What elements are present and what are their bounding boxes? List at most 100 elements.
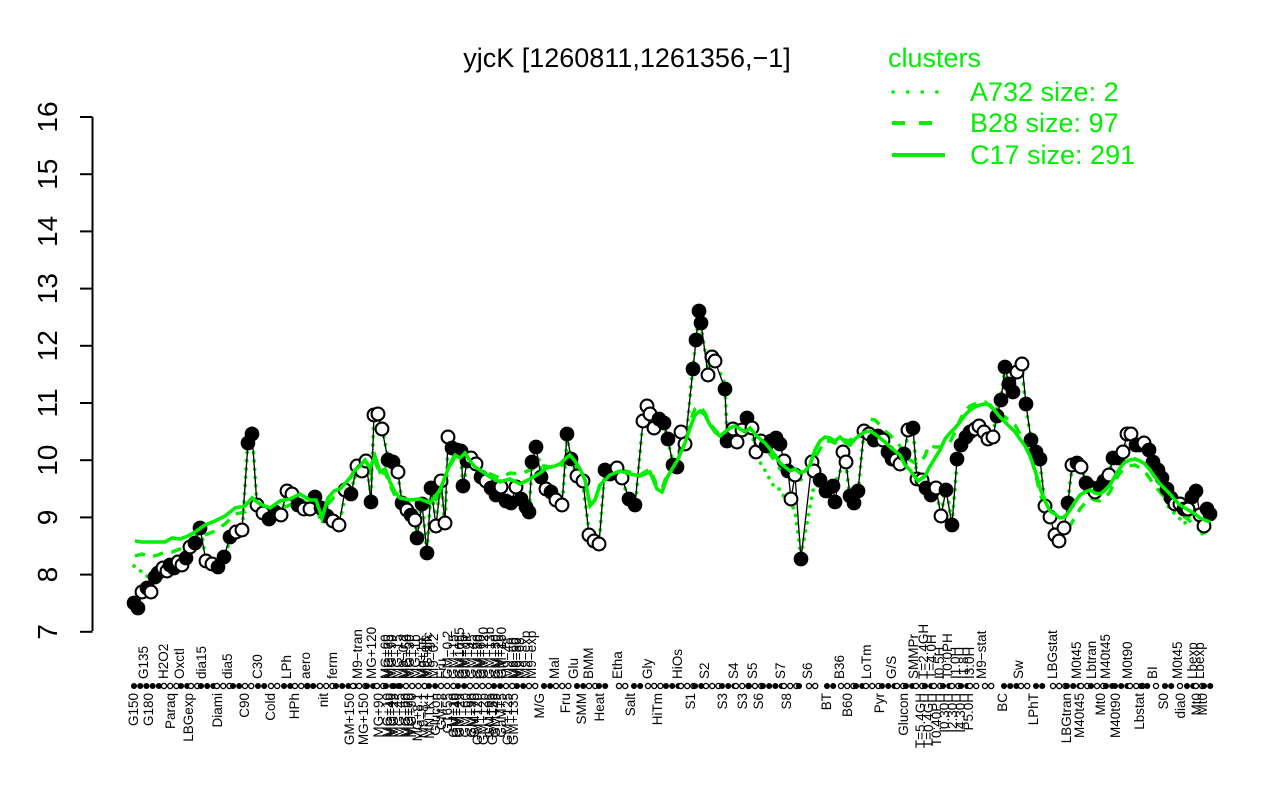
svg-text:MG+40: MG+40 xyxy=(383,693,398,738)
svg-text:BI: BI xyxy=(1145,666,1160,679)
svg-text:Fru: Fru xyxy=(434,659,449,679)
svg-text:B28 size: 97: B28 size: 97 xyxy=(970,108,1119,138)
svg-text:HPh: HPh xyxy=(287,693,302,719)
svg-text:LBGexp: LBGexp xyxy=(181,693,196,742)
svg-text:MG+150: MG+150 xyxy=(356,693,371,745)
svg-text:Lbexp: Lbexp xyxy=(1192,642,1207,679)
svg-text:Etha: Etha xyxy=(610,651,625,679)
svg-text:G1655: G1655 xyxy=(440,693,455,734)
svg-text:B36: B36 xyxy=(832,655,847,679)
svg-text:M9−60: M9−60 xyxy=(506,637,521,679)
svg-text:M9+glc: M9+glc xyxy=(417,635,432,679)
svg-text:G150: G150 xyxy=(126,693,141,726)
svg-text:GM+25: GM+25 xyxy=(452,693,467,738)
svg-text:GM+25: GM+25 xyxy=(491,634,506,679)
svg-text:M9−48: M9−48 xyxy=(500,637,515,679)
svg-text:Mt0: Mt0 xyxy=(1093,693,1108,716)
svg-text:GM+13b: GM+13b xyxy=(482,627,497,679)
svg-text:MG+15: MG+15 xyxy=(390,634,405,679)
svg-text:I0.5H: I0.5H xyxy=(932,647,947,679)
svg-text:GM+90: GM+90 xyxy=(470,634,485,679)
svg-text:nit: nit xyxy=(316,693,331,708)
svg-text:M9−stat: M9−stat xyxy=(974,630,989,679)
svg-text:Mt0: Mt0 xyxy=(1189,693,1204,716)
svg-text:7: 7 xyxy=(32,624,63,640)
svg-text:LPh: LPh xyxy=(279,655,294,679)
svg-text:GM+60: GM+60 xyxy=(458,693,473,738)
svg-text:S7: S7 xyxy=(773,662,788,679)
svg-text:clusters: clusters xyxy=(888,43,981,73)
svg-text:MG+10: MG+10 xyxy=(380,693,395,738)
svg-text:M9−68: M9−68 xyxy=(512,637,527,679)
svg-text:16: 16 xyxy=(32,101,63,132)
svg-text:MG+glc: MG+glc xyxy=(420,632,435,679)
svg-text:SMM: SMM xyxy=(574,693,589,725)
svg-text:GM1655: GM1655 xyxy=(452,627,467,679)
svg-text:GM+glc: GM+glc xyxy=(458,632,473,679)
svg-text:GM+150: GM+150 xyxy=(494,627,509,679)
svg-text:Glucon: Glucon xyxy=(428,693,443,736)
svg-text:MG+60: MG+60 xyxy=(398,693,413,738)
svg-text:8: 8 xyxy=(32,567,63,583)
svg-text:LBGtran: LBGtran xyxy=(1059,693,1074,743)
svg-text:13: 13 xyxy=(32,273,63,304)
svg-text:MG+120: MG+120 xyxy=(364,627,379,679)
svg-text:GM+45: GM+45 xyxy=(488,693,503,738)
svg-text:yjcK [1260811,1261356,−1]: yjcK [1260811,1261356,−1] xyxy=(463,43,791,73)
svg-text:Salt: Salt xyxy=(623,693,638,717)
svg-text:GM+125: GM+125 xyxy=(500,693,515,745)
svg-text:LPhT: LPhT xyxy=(1026,693,1041,725)
svg-text:dia5: dia5 xyxy=(220,653,235,679)
svg-text:S6: S6 xyxy=(800,662,815,679)
svg-text:LoTm: LoTm xyxy=(859,644,874,679)
svg-text:GM+60: GM+60 xyxy=(473,634,488,679)
svg-text:Mt0: Mt0 xyxy=(1195,693,1210,716)
svg-text:T=5.4GH: T=5.4GH xyxy=(913,693,928,748)
svg-text:Cold: Cold xyxy=(263,693,278,721)
svg-text:Lbtran: Lbtran xyxy=(1084,641,1099,679)
svg-text:GM−0.2: GM−0.2 xyxy=(440,631,455,679)
svg-text:9: 9 xyxy=(32,510,63,526)
svg-text:Mg+1a: Mg+1a xyxy=(414,637,429,679)
svg-text:MG+90: MG+90 xyxy=(404,693,419,738)
svg-text:H2O2: H2O2 xyxy=(156,644,171,679)
svg-text:GM+135: GM+135 xyxy=(506,693,521,745)
svg-text:14: 14 xyxy=(32,216,63,247)
svg-text:BT: BT xyxy=(819,693,834,710)
svg-text:M9−0.2: M9−0.2 xyxy=(426,634,441,679)
svg-text:M9−0.2: M9−0.2 xyxy=(396,634,411,679)
svg-text:M9−exp: M9−exp xyxy=(518,631,533,679)
svg-text:P5.0H: P5.0H xyxy=(961,693,976,731)
svg-text:M40t45: M40t45 xyxy=(1098,634,1113,679)
svg-text:ferm: ferm xyxy=(325,652,340,679)
svg-text:10: 10 xyxy=(32,445,63,476)
svg-text:Paraq: Paraq xyxy=(163,693,178,729)
svg-text:Heat: Heat xyxy=(592,693,607,722)
svg-text:Lbexp: Lbexp xyxy=(1185,642,1200,679)
svg-text:T=0.4GH: T=0.4GH xyxy=(921,693,936,748)
svg-text:MNTK1: MNTK1 xyxy=(422,693,437,739)
svg-text:Fru: Fru xyxy=(558,693,573,713)
svg-text:I2.30H: I2.30H xyxy=(945,693,960,733)
svg-text:MG+30: MG+30 xyxy=(402,634,417,679)
svg-text:S8: S8 xyxy=(779,693,794,710)
svg-text:GM+30: GM+30 xyxy=(488,634,503,679)
svg-text:MG+70: MG+70 xyxy=(401,693,416,738)
svg-text:MG+90: MG+90 xyxy=(384,634,399,679)
svg-text:GM+120: GM+120 xyxy=(470,693,485,745)
svg-text:GM+75: GM+75 xyxy=(455,634,470,679)
svg-text:MG+60: MG+60 xyxy=(378,634,393,679)
svg-text:S5: S5 xyxy=(745,662,760,679)
svg-text:M9−exp: M9−exp xyxy=(524,631,539,679)
svg-text:MG+1b: MG+1b xyxy=(408,634,423,679)
svg-text:Lbstat: Lbstat xyxy=(1132,693,1147,730)
svg-text:S4: S4 xyxy=(726,662,741,679)
svg-text:Pyr: Pyr xyxy=(872,692,887,713)
svg-text:A732 size: 2: A732 size: 2 xyxy=(970,77,1119,107)
svg-text:GM+70: GM+70 xyxy=(467,693,482,738)
svg-text:M9−8.1: M9−8.1 xyxy=(416,693,431,738)
svg-text:Glu: Glu xyxy=(566,658,581,679)
svg-text:HiTm: HiTm xyxy=(650,693,665,725)
svg-text:GM−8: GM−8 xyxy=(434,693,449,730)
svg-text:C90: C90 xyxy=(237,693,252,718)
